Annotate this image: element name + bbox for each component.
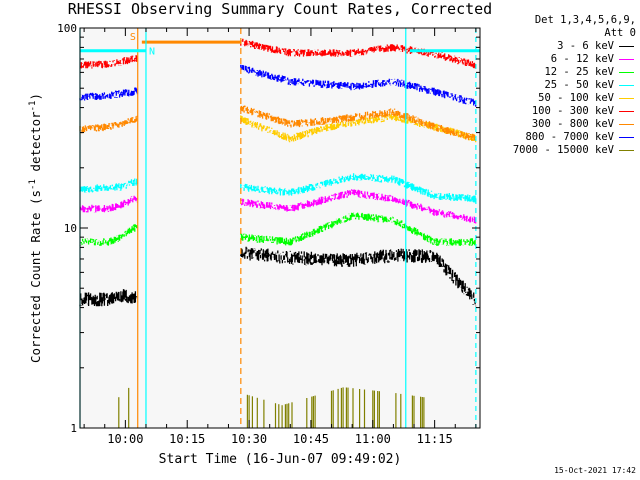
y-tick-label: 100 <box>57 22 77 35</box>
legend-entry: 25 - 50 keV <box>484 79 636 92</box>
legend: Det 1,3,4,5,6,9, Att 0 3 - 6 keV 6 - 12 k… <box>484 14 636 157</box>
legend-label: 7000 - 15000 keV <box>512 144 614 156</box>
legend-label: 25 - 50 keV <box>544 79 614 91</box>
legend-swatch <box>619 85 634 86</box>
legend-header-detectors: Det 1,3,4,5,6,9, <box>534 14 636 26</box>
legend-entry: 800 - 7000 keV <box>484 131 636 144</box>
series-trace <box>240 64 477 107</box>
legend-label: 12 - 25 keV <box>544 66 614 78</box>
legend-label: 800 - 7000 keV <box>525 131 614 143</box>
legend-swatch <box>619 137 634 138</box>
legend-entry: 7000 - 15000 keV <box>484 144 636 157</box>
legend-swatch <box>619 46 634 47</box>
legend-swatch <box>619 59 634 60</box>
series-trace <box>240 173 477 203</box>
legend-label: 6 - 12 keV <box>550 53 614 65</box>
legend-swatch <box>619 72 634 73</box>
timestamp: 15-Oct-2021 17:42 <box>554 466 636 475</box>
night-label: N <box>149 47 155 58</box>
legend-label: 300 - 800 keV <box>531 118 614 130</box>
x-tick-label: 10:00 <box>107 432 143 446</box>
y-axis-label: Corrected Count Rate (s-1 detector-1) <box>28 93 43 363</box>
y-tick-label: 1 <box>70 422 77 435</box>
legend-swatch <box>619 111 634 112</box>
legend-label: 100 - 300 keV <box>531 105 614 117</box>
x-tick-label: 10:15 <box>169 432 205 446</box>
legend-swatch <box>619 150 634 151</box>
legend-label: 50 - 100 keV <box>538 92 614 104</box>
legend-entry: 3 - 6 keV <box>484 40 636 53</box>
x-tick-label: 10:45 <box>293 432 329 446</box>
x-axis-label: Start Time (16-Jun-07 09:49:02) <box>158 452 402 467</box>
legend-swatch <box>619 124 634 125</box>
plot-background <box>80 28 480 428</box>
legend-header-attenuator: Att 0 <box>604 27 636 39</box>
legend-entry: 50 - 100 keV <box>484 92 636 105</box>
legend-entry: 100 - 300 keV <box>484 105 636 118</box>
legend-swatch <box>619 98 634 99</box>
legend-entry: 6 - 12 keV <box>484 53 636 66</box>
legend-entry: 12 - 25 keV <box>484 66 636 79</box>
legend-label: 3 - 6 keV <box>557 40 614 52</box>
x-tick-label: 10:30 <box>231 432 267 446</box>
legend-entry: 300 - 800 keV <box>484 118 636 131</box>
saa-label: S <box>130 32 136 43</box>
x-tick-label: 11:00 <box>355 432 391 446</box>
x-tick-label: 11:15 <box>417 432 453 446</box>
y-tick-label: 10 <box>64 222 77 235</box>
series-trace <box>240 246 477 307</box>
chart-title: RHESSI Observing Summary Count Rates, Co… <box>67 0 493 18</box>
